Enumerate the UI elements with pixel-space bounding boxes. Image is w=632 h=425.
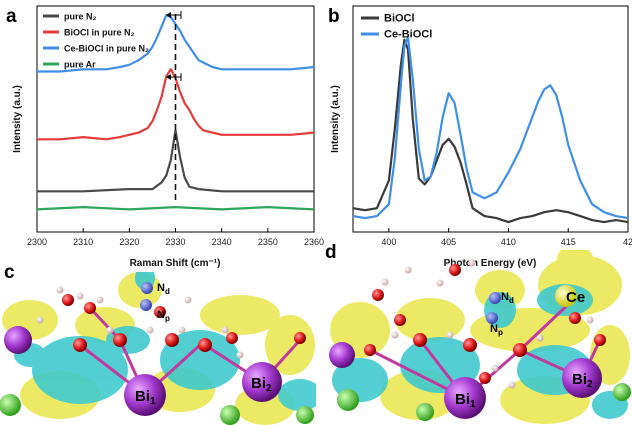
x-tick-label: 2350 (258, 237, 278, 247)
x-tick-label: 2330 (165, 237, 185, 247)
series-line-biocl (352, 38, 629, 224)
c-label-nd: Nd (157, 282, 170, 296)
x-tick-label: 2340 (212, 237, 232, 247)
x-tick-label: 400 (381, 237, 396, 247)
panel-a-x-ticks: 2300 2310 2320 2330 2340 2350 2360 (27, 228, 324, 247)
panel-b-y-axis-label: Intensity (a.u.) (330, 85, 341, 153)
panel-c-letter: c (4, 262, 15, 283)
d-label-bi1: Bi1 (455, 391, 476, 410)
d-o-atoms (364, 264, 606, 384)
d-h-atoms (381, 259, 594, 389)
x-tick-label: 42 (623, 237, 632, 247)
d-label-nd: Nd (501, 291, 514, 305)
x-tick-label: 410 (501, 237, 516, 247)
x-tick-label: 405 (441, 237, 456, 247)
c-h-atoms (36, 286, 244, 359)
c-label-bi1: Bi1 (135, 388, 156, 407)
panel-c-render (0, 272, 316, 425)
c-o-atoms (62, 294, 306, 352)
series-line-biocl-in-pure-n (37, 68, 315, 141)
panel-b-x-axis-label: Photon Energy (eV) (444, 258, 537, 269)
legend-entry-ce-biocl-in-pure-n: Ce-BiOCl in pure N₂ (64, 44, 149, 54)
panel-b-plot-area (352, 36, 629, 224)
legend-entry-pure-ar: pure Ar (64, 60, 96, 70)
series-line-pure-n (37, 129, 314, 193)
x-tick-label: 2320 (119, 237, 139, 247)
series-line-ce-biocl (352, 36, 629, 220)
panel-d-render (329, 250, 631, 424)
c-charge-depletion-isosurface (14, 272, 316, 411)
c-bi-atoms (4, 326, 282, 416)
c-cl-atoms (0, 394, 314, 425)
panel-b-x-ticks: 400 405 410 415 42 (381, 228, 632, 247)
legend-entry-pure-n: pure N₂ (64, 12, 97, 22)
d-cl-atoms (337, 383, 631, 421)
d-label-bi2: Bi2 (572, 371, 593, 390)
panel-a-y-axis-label: Intensity (a.u.) (12, 85, 23, 153)
panel-a-letter: a (6, 6, 17, 27)
d-ce-atom (555, 285, 577, 307)
shift-arrow-top (166, 11, 182, 19)
panel-a-plot-area (36, 13, 315, 211)
legend-entry-biocl-in-pure-n: BiOCl in pure N₂ (64, 28, 135, 38)
legend-entry-biocl: BiOCl (384, 13, 415, 25)
panel-a-legend: pure N₂ BiOCl in pure N₂ Ce-BiOCl in pure … (43, 12, 149, 70)
c-n2-molecule (140, 282, 153, 311)
legend-entry-ce-biocl: Ce-BiOCl (384, 29, 432, 41)
panel-a-x-axis-label: Raman Shift (cm⁻¹) (130, 258, 221, 269)
series-line-pure-ar (36, 206, 315, 211)
panel-c-structure: c (0, 262, 316, 425)
d-bi-atoms (329, 342, 602, 419)
panel-b-legend: BiOCl Ce-BiOCl (361, 13, 432, 41)
panel-d-letter: d (325, 242, 337, 263)
x-tick-label: 2310 (73, 237, 93, 247)
d-n2-molecule (486, 292, 501, 324)
d-label-np: Np (490, 323, 503, 337)
shift-arrow-middle (166, 73, 182, 81)
c-label-bi2: Bi2 (251, 375, 272, 394)
x-tick-label: 2360 (304, 237, 324, 247)
panel-d-structure: d (325, 242, 631, 424)
panel-a: a 2300 2310 2320 2330 2340 2350 2360 Raman Shi… (6, 5, 324, 269)
panel-b-letter: b (328, 6, 340, 27)
panel-b-axes-frame (352, 5, 629, 233)
panel-b: b 400 405 410 415 42 Photon Energy (eV) Inte… (328, 5, 632, 269)
x-tick-label: 415 (561, 237, 576, 247)
d-label-ce: Ce (566, 289, 585, 306)
series-line-ce-biocl-in-pure-n (37, 13, 315, 73)
x-tick-label: 2300 (27, 237, 47, 247)
c-label-np: Np (157, 309, 170, 323)
